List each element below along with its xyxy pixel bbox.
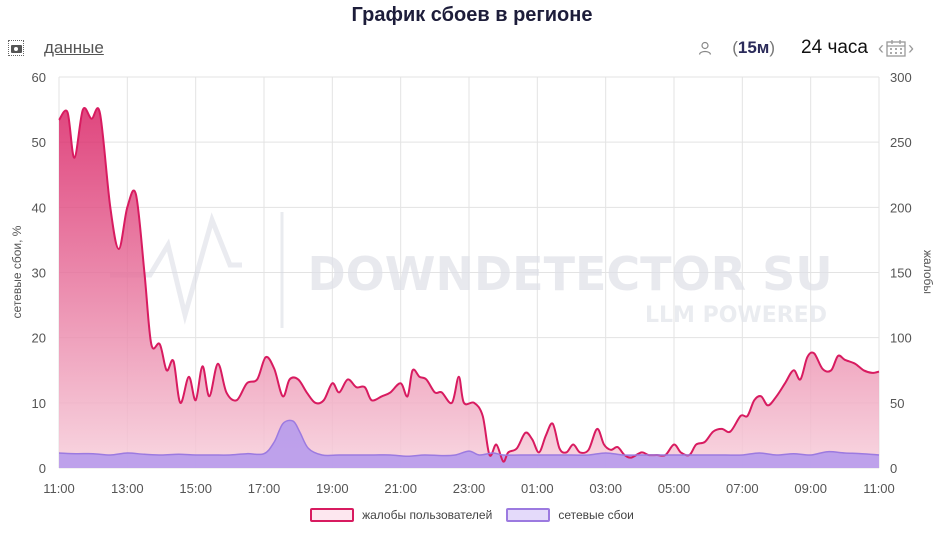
x-tick-label: 21:00 xyxy=(384,481,417,496)
watermark-text: DOWNDETECTOR SU xyxy=(307,247,832,301)
y-right-tick-label: 150 xyxy=(890,266,912,281)
y-right-tick-label: 300 xyxy=(890,70,912,85)
toolbar-left: данные xyxy=(8,38,104,58)
y-right-tick-label: 100 xyxy=(890,331,912,346)
y-left-tick-label: 20 xyxy=(32,331,46,346)
x-tick-label: 17:00 xyxy=(248,481,281,496)
y-left-tick-label: 10 xyxy=(32,396,46,411)
outages-area xyxy=(59,420,879,468)
legend-swatch-complaints xyxy=(310,508,355,522)
x-tick-label: 07:00 xyxy=(726,481,759,496)
x-tick-label: 05:00 xyxy=(658,481,691,496)
chevron-right-icon[interactable]: › xyxy=(908,37,914,58)
chevron-left-icon[interactable]: ‹ xyxy=(878,37,884,58)
series xyxy=(58,107,880,468)
x-tick-label: 23:00 xyxy=(453,481,486,496)
y-right-axis-title: жалобы xyxy=(921,250,935,294)
y-left-tick-label: 50 xyxy=(32,135,46,150)
x-tick-label: 13:00 xyxy=(111,481,144,496)
user-icon[interactable] xyxy=(698,41,712,55)
interval-selector[interactable]: (15м) xyxy=(732,38,776,57)
watermark: DOWNDETECTOR SU LLM POWERED xyxy=(110,212,833,328)
calendar-nav: ‹ › xyxy=(878,38,914,59)
watermark-subtext: LLM POWERED xyxy=(645,303,827,328)
x-tick-label: 15:00 xyxy=(179,481,212,496)
toolbar-right: (15м) 24 часа ‹ › xyxy=(698,37,914,59)
outages-line xyxy=(58,419,880,458)
y-left-tick-label: 30 xyxy=(32,266,46,281)
x-tick-label: 11:00 xyxy=(43,481,75,496)
y-left-tick-label: 40 xyxy=(32,200,46,215)
period-selector[interactable]: 24 часа xyxy=(801,37,868,58)
complaints-area xyxy=(59,107,879,468)
y-left-axis-title: сетевые сбои, % xyxy=(10,225,24,318)
x-tick-label: 03:00 xyxy=(589,481,622,496)
legend: жалобы пользователей сетевые сбои xyxy=(0,508,944,522)
complaints-line xyxy=(58,107,880,463)
camera-icon[interactable] xyxy=(8,40,24,56)
y-left-tick-label: 0 xyxy=(39,461,46,476)
y-right-tick-label: 50 xyxy=(890,396,904,411)
interval-label: 15м xyxy=(737,38,770,57)
x-tick-label: 01:00 xyxy=(521,481,554,496)
chart-title: График сбоев в регионе xyxy=(351,4,593,26)
axes: 0 10 20 30 40 50 60 0 50 100 150 200 250 300 11:00 13:0… xyxy=(10,70,935,496)
x-tick-label: 19:00 xyxy=(316,481,349,496)
legend-swatch-outages xyxy=(506,508,551,522)
legend-item-outages[interactable]: сетевые сбои xyxy=(506,508,634,522)
calendar-icon[interactable] xyxy=(886,39,906,57)
y-right-tick-label: 250 xyxy=(890,135,912,150)
legend-item-complaints[interactable]: жалобы пользователей xyxy=(310,508,492,522)
legend-label-complaints: жалобы пользователей xyxy=(362,508,493,522)
y-right-tick-label: 0 xyxy=(890,461,897,476)
x-tick-label: 11:00 xyxy=(863,481,895,496)
data-link[interactable]: данные xyxy=(44,38,104,57)
y-left-tick-label: 60 xyxy=(32,70,46,85)
x-tick-label: 09:00 xyxy=(794,481,827,496)
legend-label-outages: сетевые сбои xyxy=(558,508,634,522)
y-right-tick-label: 200 xyxy=(890,200,912,215)
